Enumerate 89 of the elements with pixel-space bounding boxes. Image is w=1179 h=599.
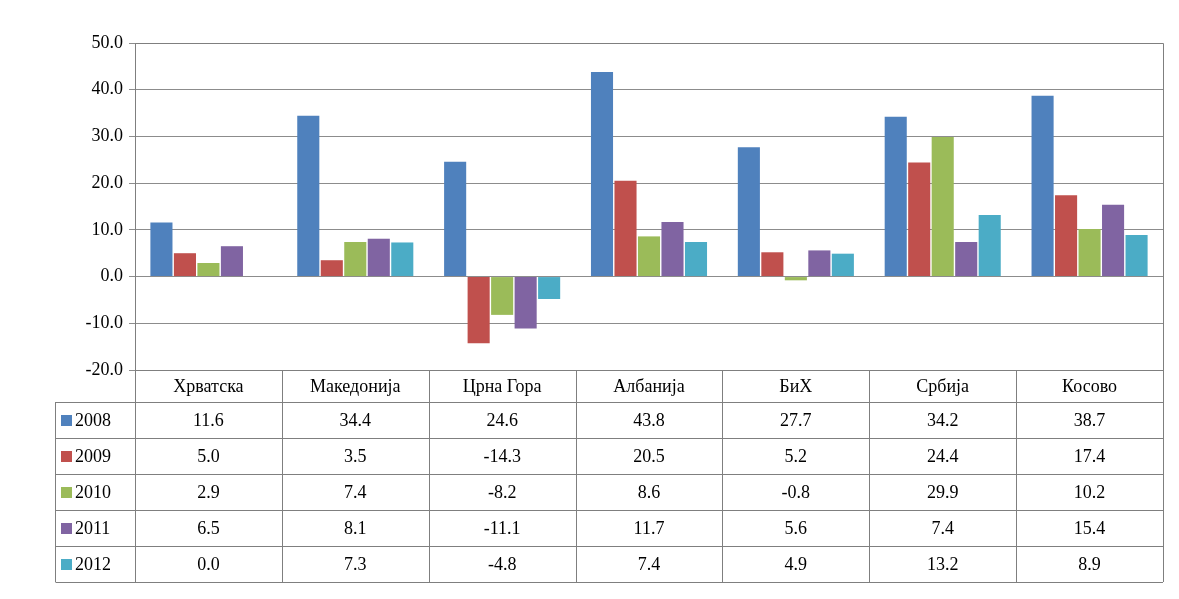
legend-label: 2009 [75, 445, 111, 466]
y-tick-label: -20.0 [85, 358, 123, 379]
bar [1055, 195, 1078, 277]
y-tick-label: 40.0 [91, 78, 123, 99]
bar [908, 162, 931, 277]
data-label: 7.4 [637, 553, 661, 574]
bar [637, 236, 661, 277]
data-label: 34.4 [339, 409, 372, 430]
data-label: 17.4 [1073, 445, 1106, 466]
y-tick-label: 10.0 [91, 218, 123, 239]
bar [491, 277, 514, 315]
data-label: 10.2 [1073, 481, 1106, 502]
data-label: -0.8 [781, 481, 811, 502]
bar [931, 136, 954, 277]
y-tick-label: 50.0 [91, 31, 123, 52]
bar [467, 277, 490, 344]
x-tick-label: Албанија [613, 375, 685, 396]
bar [514, 277, 537, 329]
bar [1102, 204, 1125, 277]
bar [1031, 95, 1054, 277]
y-tick-label: 30.0 [91, 125, 123, 146]
x-tick-label: Македонија [310, 375, 401, 396]
bar [831, 253, 854, 277]
data-label: 7.4 [344, 481, 367, 502]
bar [761, 252, 784, 277]
data-label: 4.9 [784, 553, 808, 574]
bar [884, 116, 907, 277]
bar [367, 238, 390, 277]
data-label: -14.3 [483, 445, 521, 466]
data-label: 29.9 [926, 481, 959, 502]
legend-label: 2008 [75, 409, 111, 430]
bar [808, 250, 831, 277]
bar [320, 260, 343, 277]
bar [784, 277, 807, 281]
data-label: -8.2 [487, 481, 517, 502]
x-tick-label: Хрватска [173, 375, 244, 396]
data-label: 2.9 [197, 481, 220, 502]
x-tick-label: Црна Гора [462, 375, 542, 396]
y-tick-label: -10.0 [85, 312, 123, 333]
bar [538, 277, 561, 299]
data-label: 13.2 [926, 553, 959, 574]
bar [150, 222, 173, 277]
bar [220, 246, 243, 277]
bar [1078, 228, 1101, 277]
x-tick-label: Србија [916, 375, 970, 396]
data-label: 8.9 [1078, 553, 1101, 574]
data-label: 20.5 [633, 445, 665, 466]
bar [590, 71, 614, 277]
data-label: 5.6 [784, 517, 808, 538]
data-label: 11.6 [193, 409, 224, 430]
legend-label: 2011 [75, 517, 111, 538]
data-label: 15.4 [1073, 517, 1106, 538]
bar [737, 147, 760, 277]
bar [297, 115, 320, 277]
data-label: 3.5 [344, 445, 367, 466]
bar [978, 214, 1001, 277]
data-label: -11.1 [483, 517, 521, 538]
data-label: 27.7 [780, 409, 812, 430]
data-label: 0.0 [197, 553, 220, 574]
y-tick-label: 20.0 [91, 171, 123, 192]
bar [614, 180, 637, 277]
y-tick-label: 0.0 [100, 265, 123, 286]
data-label: 7.3 [344, 553, 367, 574]
data-label: 11.7 [633, 517, 665, 538]
bar [1125, 235, 1148, 277]
bar [661, 221, 684, 277]
bar [391, 242, 414, 277]
data-label: 38.7 [1073, 409, 1106, 430]
legend-label: 2010 [75, 481, 111, 502]
data-label: 7.4 [931, 517, 954, 538]
data-label: 24.4 [926, 445, 959, 466]
data-label: 8.6 [637, 481, 661, 502]
bar [344, 242, 367, 277]
data-label: 6.5 [197, 517, 220, 538]
data-label: 5.2 [784, 445, 808, 466]
data-label: 43.8 [633, 409, 665, 430]
data-label: 24.6 [486, 409, 518, 430]
bar [444, 161, 467, 277]
data-label: 5.0 [197, 445, 220, 466]
bar [684, 242, 708, 277]
bar [173, 253, 196, 277]
data-label: 8.1 [344, 517, 367, 538]
legend-label: 2012 [75, 553, 111, 574]
data-label: 34.2 [926, 409, 959, 430]
data-label: -4.8 [487, 553, 517, 574]
x-tick-label: БиХ [779, 375, 813, 396]
bar [955, 242, 978, 277]
x-tick-label: Косово [1062, 375, 1118, 396]
bar [197, 263, 220, 277]
